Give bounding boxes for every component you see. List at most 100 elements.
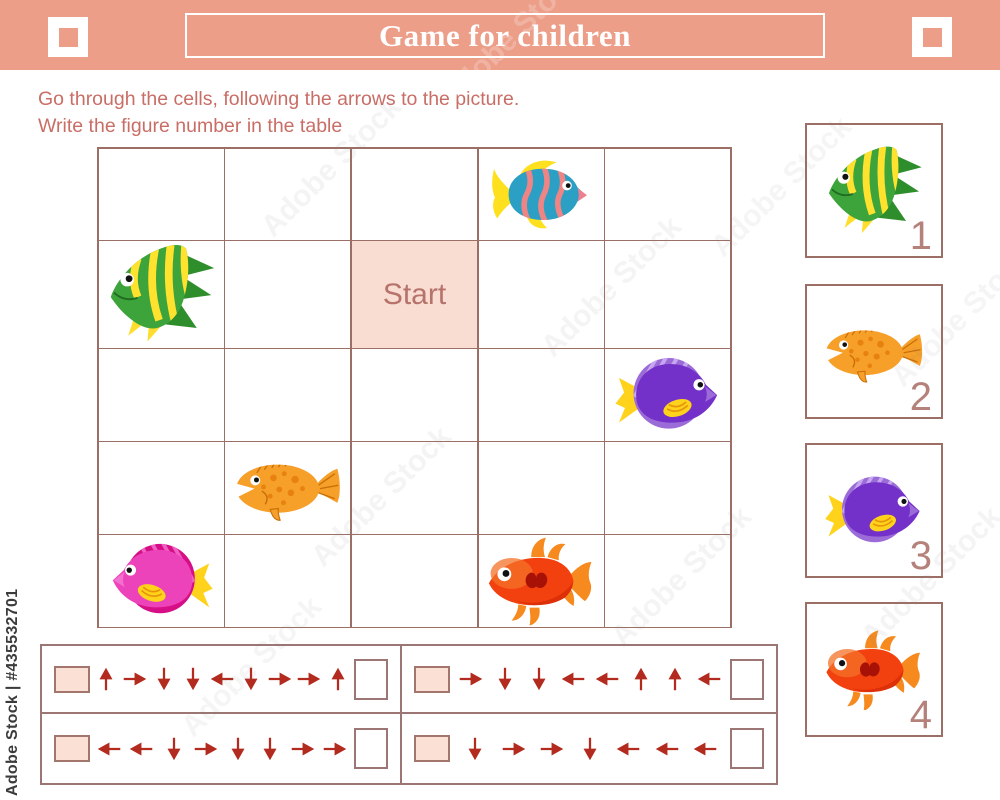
green-angelfish-image [103,241,219,347]
arrow-left-icon [594,668,620,690]
answer-key-box-4: 4 [805,602,943,737]
instructions: Go through the cells, following the arro… [38,86,519,140]
arrow-left-icon [615,738,641,760]
grid-cell-r3c2 [225,349,351,441]
orange-spotted-fish-image [232,448,344,527]
grid-cell-r2c3: Start [351,241,478,348]
grid-cell-r1c4 [478,148,604,240]
figure-number: 3 [909,534,932,578]
arrow-left-icon [692,738,718,760]
arrow-up-icon [327,666,349,692]
red-fish-image [484,536,598,626]
arrow-down-icon [163,736,185,762]
arrow-right-icon [501,738,527,760]
grid-cell-r3c1 [98,349,224,441]
arrow-down-icon [240,666,262,692]
arrow-left-icon [696,668,722,690]
header-bar: Game for children [0,0,1000,70]
answer-input-box[interactable] [354,728,388,769]
grid-cell-r4c3 [351,442,478,534]
blue-striped-fish-image [491,156,591,232]
arrow-right-icon [193,738,219,760]
grid-cell-r1c2 [225,148,351,240]
arrow-left-icon [560,668,586,690]
corner-square-inner [58,27,78,47]
grid-cell-r5c1 [98,535,224,627]
answer-input-box[interactable] [354,658,388,700]
answer-input-box[interactable] [730,728,764,769]
answer-key-box-2: 2 [805,284,943,419]
arrow-left-icon [654,738,680,760]
arrow-down-icon [227,736,249,762]
arrow-right-icon [296,668,322,690]
answer-input-box[interactable] [730,658,764,700]
arrow-up-icon [95,666,117,692]
arrow-up-icon [664,666,686,692]
corner-square-icon [48,17,88,57]
arrow-down-icon [528,666,550,692]
figure-number: 4 [909,693,932,737]
arrow-left-icon [128,738,154,760]
title-box: Game for children [185,13,825,58]
arrow-down-icon [153,666,175,692]
arrow-table [40,644,778,785]
arrow-cell-bottom-left [42,714,400,783]
arrow-right-icon [322,738,348,760]
grid-cell-r1c5 [605,148,731,240]
start-label: Start [382,277,447,311]
grid-cell-r4c4 [478,442,604,534]
arrow-down-icon [494,666,516,692]
grid-cell-r2c4 [478,241,604,348]
arrow-right-icon [539,738,565,760]
corner-square-inner [922,27,942,47]
route-color-box [414,665,450,693]
answer-key-box-1: 1 [805,123,943,258]
arrow-down-icon [464,736,486,762]
arrow-down-icon [579,736,601,762]
grid-cell-r4c1 [98,442,224,534]
arrow-down-icon [259,736,281,762]
route-color-box [54,735,90,762]
arrow-sequence [90,738,354,760]
arrow-sequence [450,738,730,760]
instruction-line-1: Go through the cells, following the arro… [38,88,520,110]
arrow-cell-top-right [402,646,776,712]
arrow-left-icon [209,668,235,690]
grid-cell-r2c5 [605,241,731,348]
grid-cell-r1c3 [351,148,478,240]
instruction-line-2: Write the figure number in the table [38,115,343,137]
arrow-up-icon [630,666,652,692]
arrow-right-icon [290,738,316,760]
puzzle-grid: Start [97,147,732,628]
arrow-sequence [90,668,354,690]
arrow-right-icon [458,668,484,690]
grid-cell-r3c5 [605,349,731,441]
figure-number: 1 [909,214,932,258]
figure-number: 2 [909,375,932,419]
grid-cell-r2c2 [225,241,351,348]
grid-cell-r4c2 [225,442,351,534]
grid-cell-r3c3 [351,349,478,441]
route-color-box [54,665,90,693]
arrow-right-icon [267,668,293,690]
grid-cell-r4c5 [605,442,731,534]
grid-cell-r3c4 [478,349,604,441]
grid-cell-r5c5 [605,535,731,627]
corner-square-icon [912,17,952,57]
stock-watermark-text: Adobe Stock | #435532701 [4,588,21,796]
pink-tang-fish-image [106,538,216,623]
grid-cell-r5c3 [351,535,478,627]
arrow-left-icon [96,738,122,760]
grid-cell-r1c1 [98,148,224,240]
page-title: Game for children [379,17,631,53]
arrow-cell-top-left [42,646,400,712]
arrow-down-icon [182,666,204,692]
arrow-sequence [450,668,730,690]
arrow-right-icon [122,668,148,690]
grid-cell-r5c2 [225,535,351,627]
arrow-cell-bottom-right [402,714,776,783]
grid-cell-r5c4 [478,535,604,627]
grid-cell-r2c1 [98,241,224,348]
route-color-box [414,735,450,762]
